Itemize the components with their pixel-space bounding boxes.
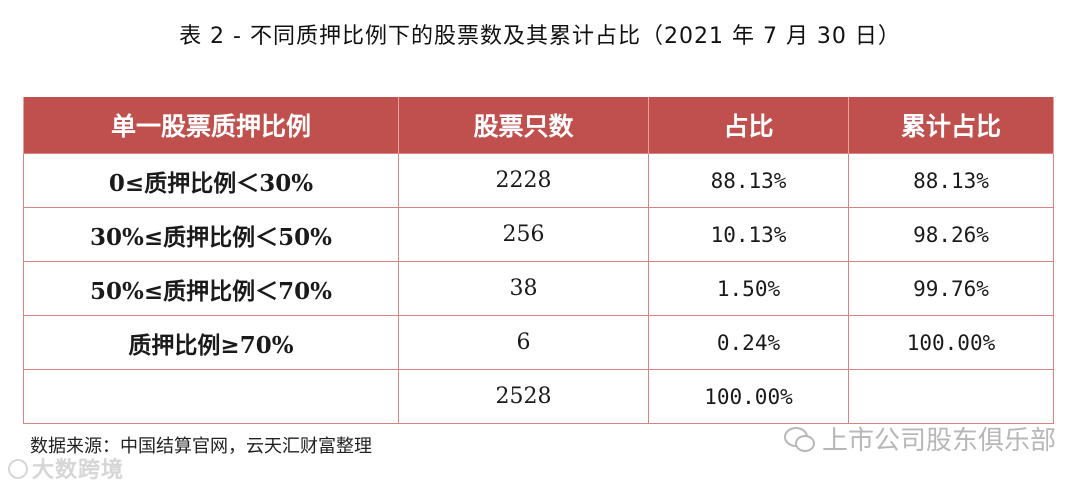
table-row: 质押比例≥70% 6 0.24% 100.00%	[23, 315, 1054, 370]
watermark-logo-icon	[8, 459, 28, 479]
stock-count-cell: 38	[398, 261, 649, 316]
column-header-cumulative-share: 累计占比	[848, 97, 1054, 154]
cumulative-share-cell: 100.00%	[848, 315, 1054, 370]
wechat-icon	[783, 426, 815, 452]
row-label: 0≤质押比例＜30%	[23, 153, 399, 208]
row-label: 质押比例≥70%	[23, 315, 399, 370]
watermark-left: 大数跨境	[8, 452, 124, 484]
share-cell: 0.24%	[648, 315, 849, 370]
column-header-stock-count: 股票只数	[398, 97, 649, 154]
share-cell: 10.13%	[648, 207, 849, 262]
stock-count-cell: 6	[398, 315, 649, 370]
cumulative-share-cell: 88.13%	[848, 153, 1054, 208]
table-row: 30%≤质押比例＜50% 256 10.13% 98.26%	[23, 207, 1054, 262]
data-source-note: 数据来源：中国结算官网，云天汇财富整理	[30, 436, 372, 457]
share-cell: 1.50%	[648, 261, 849, 316]
table-title: 表 2 - 不同质押比例下的股票数及其累计占比（2021 年 7 月 30 日）	[179, 24, 901, 49]
pledge-ratio-table: 单一股票质押比例 股票只数 占比 累计占比 0≤质押比例＜30% 2228 88…	[23, 97, 1054, 424]
table-total-row: 2528 100.00%	[23, 369, 1054, 424]
cumulative-share-cell	[848, 369, 1054, 424]
row-label	[23, 369, 399, 424]
column-header-pledge-ratio: 单一股票质押比例	[23, 97, 399, 154]
row-label: 50%≤质押比例＜70%	[23, 261, 399, 316]
share-total-cell: 100.00%	[648, 369, 849, 424]
share-cell: 88.13%	[648, 153, 849, 208]
watermark-right: 上市公司股东俱乐部	[783, 420, 1056, 457]
row-label: 30%≤质押比例＜50%	[23, 207, 399, 262]
table-row: 0≤质押比例＜30% 2228 88.13% 88.13%	[23, 153, 1054, 208]
stock-count-cell: 256	[398, 207, 649, 262]
table-header-row: 单一股票质押比例 股票只数 占比 累计占比	[23, 97, 1054, 154]
column-header-share: 占比	[648, 97, 849, 154]
cumulative-share-cell: 98.26%	[848, 207, 1054, 262]
cumulative-share-cell: 99.76%	[848, 261, 1054, 316]
watermark-left-text: 大数跨境	[32, 458, 125, 483]
stock-count-total-cell: 2528	[398, 369, 649, 424]
watermark-right-text: 上市公司股东俱乐部	[821, 426, 1056, 456]
table-row: 50%≤质押比例＜70% 38 1.50% 99.76%	[23, 261, 1054, 316]
stock-count-cell: 2228	[398, 153, 649, 208]
